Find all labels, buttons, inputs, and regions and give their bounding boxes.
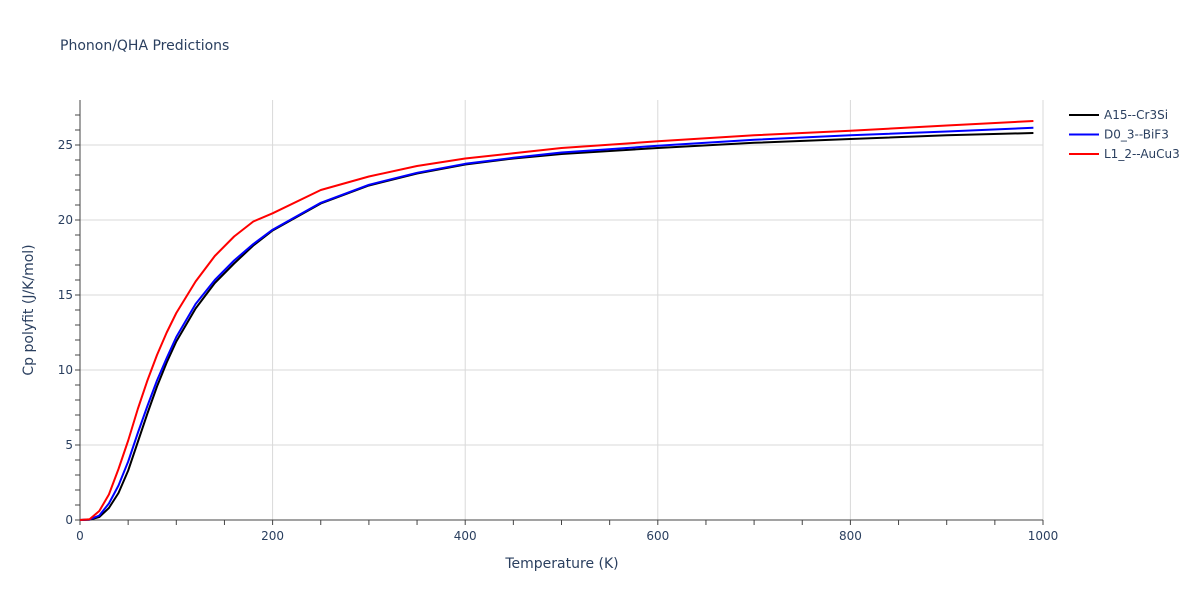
axes: 0 200 400 600 800 1000 0 5 10 15 20 25: [58, 100, 1059, 543]
legend-item[interactable]: D0_3--BiF3: [1069, 128, 1169, 142]
legend: A15--Cr3Si D0_3--BiF3 L1_2--AuCu3: [1069, 108, 1180, 161]
y-tick-label: 5: [65, 438, 73, 452]
series-line: [79, 132, 1034, 521]
chart-title: Phonon/QHA Predictions: [60, 38, 229, 54]
y-tick-label: 0: [65, 513, 73, 527]
plot-area: [79, 120, 1034, 521]
y-tick-label: 10: [58, 363, 73, 377]
y-axis-title: Cp polyfit (J/K/mol): [21, 244, 37, 375]
series-line: [79, 120, 1034, 521]
legend-label: L1_2--AuCu3: [1104, 147, 1180, 161]
series-line: [79, 126, 1034, 521]
grid: [80, 100, 1044, 520]
x-tick-label: 600: [646, 529, 669, 543]
legend-item[interactable]: A15--Cr3Si: [1069, 108, 1168, 122]
x-tick-label: 200: [261, 529, 284, 543]
x-axis-title: Temperature (K): [504, 556, 618, 572]
legend-label: D0_3--BiF3: [1104, 128, 1169, 142]
x-tick-label: 1000: [1028, 529, 1059, 543]
x-tick-label: 0: [76, 529, 84, 543]
legend-item[interactable]: L1_2--AuCu3: [1069, 147, 1180, 161]
x-tick-label: 800: [839, 529, 862, 543]
y-tick-label: 15: [58, 288, 73, 302]
x-tick-label: 400: [454, 529, 477, 543]
legend-label: A15--Cr3Si: [1104, 108, 1168, 122]
y-tick-label: 25: [58, 138, 73, 152]
y-tick-label: 20: [58, 213, 73, 227]
